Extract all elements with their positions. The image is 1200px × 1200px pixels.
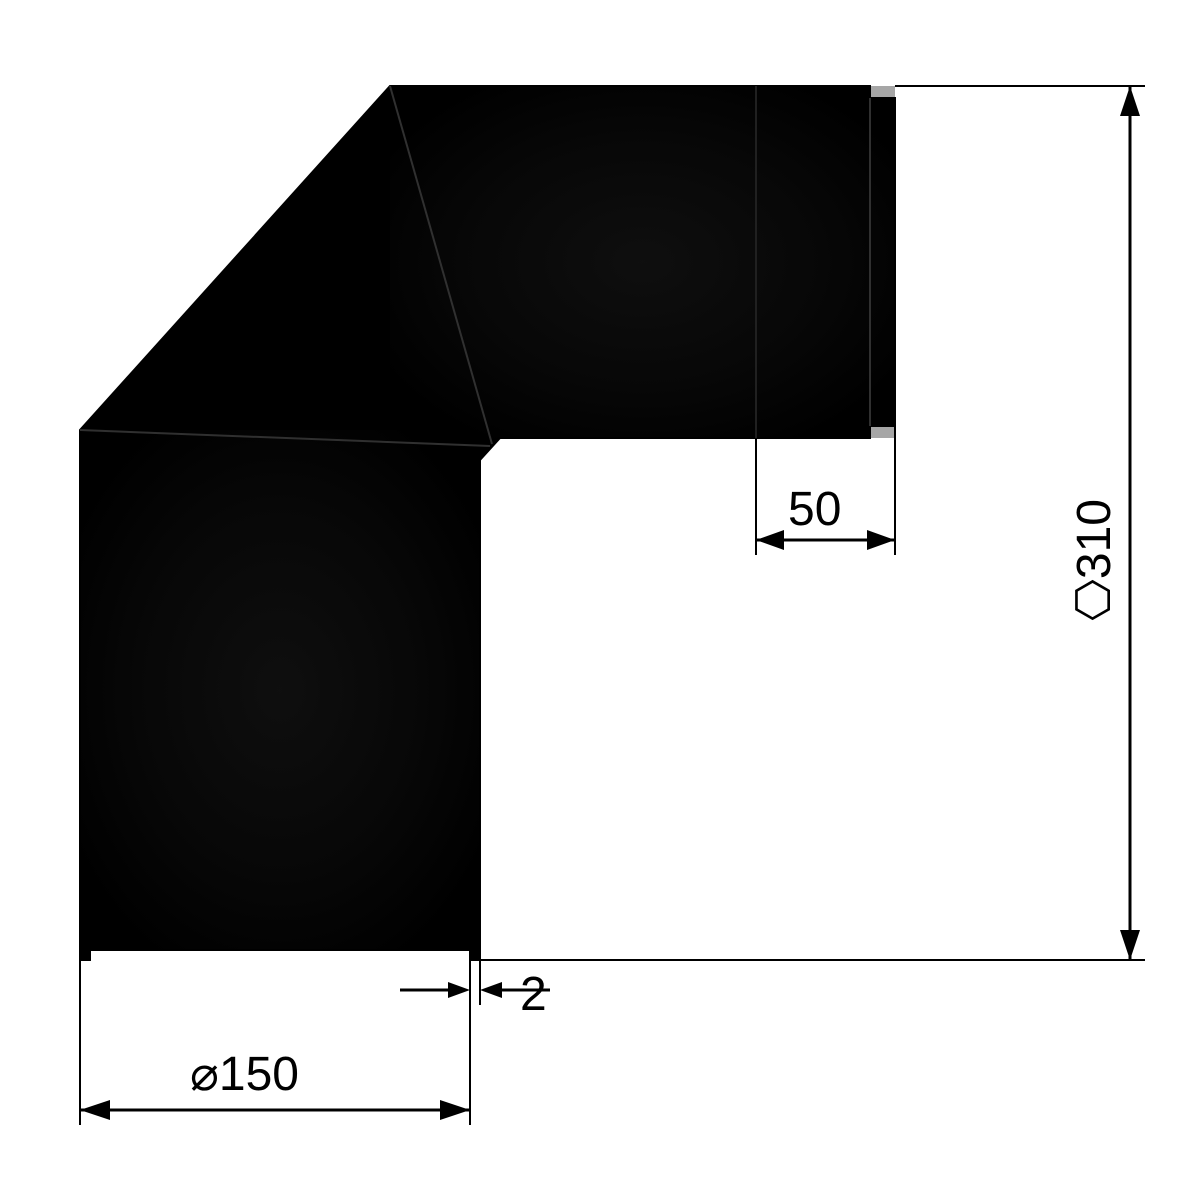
cleanout-arc-dot	[143, 295, 157, 309]
dim-spigot-label: 50	[788, 483, 841, 536]
pipe-elbow	[80, 86, 895, 960]
dim-diameter: ⌀150	[80, 960, 470, 1125]
horizontal-shade	[390, 86, 895, 438]
dim-wall: 2	[400, 960, 550, 1021]
dim-height-label: ⎔310	[1068, 499, 1121, 621]
dim-diameter-label: ⌀150	[190, 1048, 299, 1101]
technical-drawing: ⌀150 2 50 ⎔310	[0, 0, 1200, 1200]
dim-wall-label: 2	[520, 968, 547, 1021]
vertical-shade	[80, 430, 480, 950]
dim-spigot: 50	[756, 426, 895, 555]
